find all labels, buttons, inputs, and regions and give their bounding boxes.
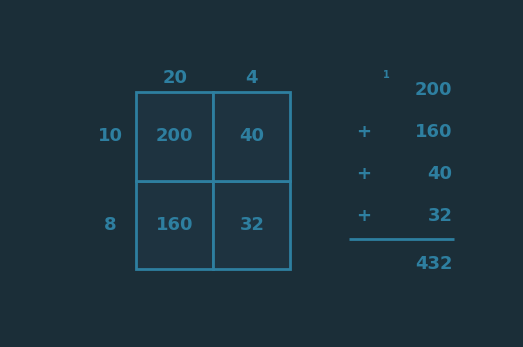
Text: 8: 8 [104, 216, 116, 234]
Text: 160: 160 [415, 123, 452, 141]
Text: +: + [356, 123, 371, 141]
Bar [137, 180, 213, 269]
Text: 10: 10 [97, 127, 122, 145]
Text: 200: 200 [415, 81, 452, 99]
Text: 32: 32 [240, 216, 264, 234]
Bar [213, 92, 290, 180]
Text: 40: 40 [240, 127, 264, 145]
Text: 1: 1 [383, 70, 390, 80]
Text: 200: 200 [156, 127, 194, 145]
Text: 160: 160 [156, 216, 194, 234]
Text: 20: 20 [162, 69, 187, 87]
Text: 432: 432 [415, 255, 452, 273]
Text: 32: 32 [427, 207, 452, 225]
Bar [137, 92, 213, 180]
Text: +: + [356, 165, 371, 183]
Text: +: + [356, 207, 371, 225]
Text: 4: 4 [246, 69, 258, 87]
Bar [213, 180, 290, 269]
Text: 40: 40 [427, 165, 452, 183]
